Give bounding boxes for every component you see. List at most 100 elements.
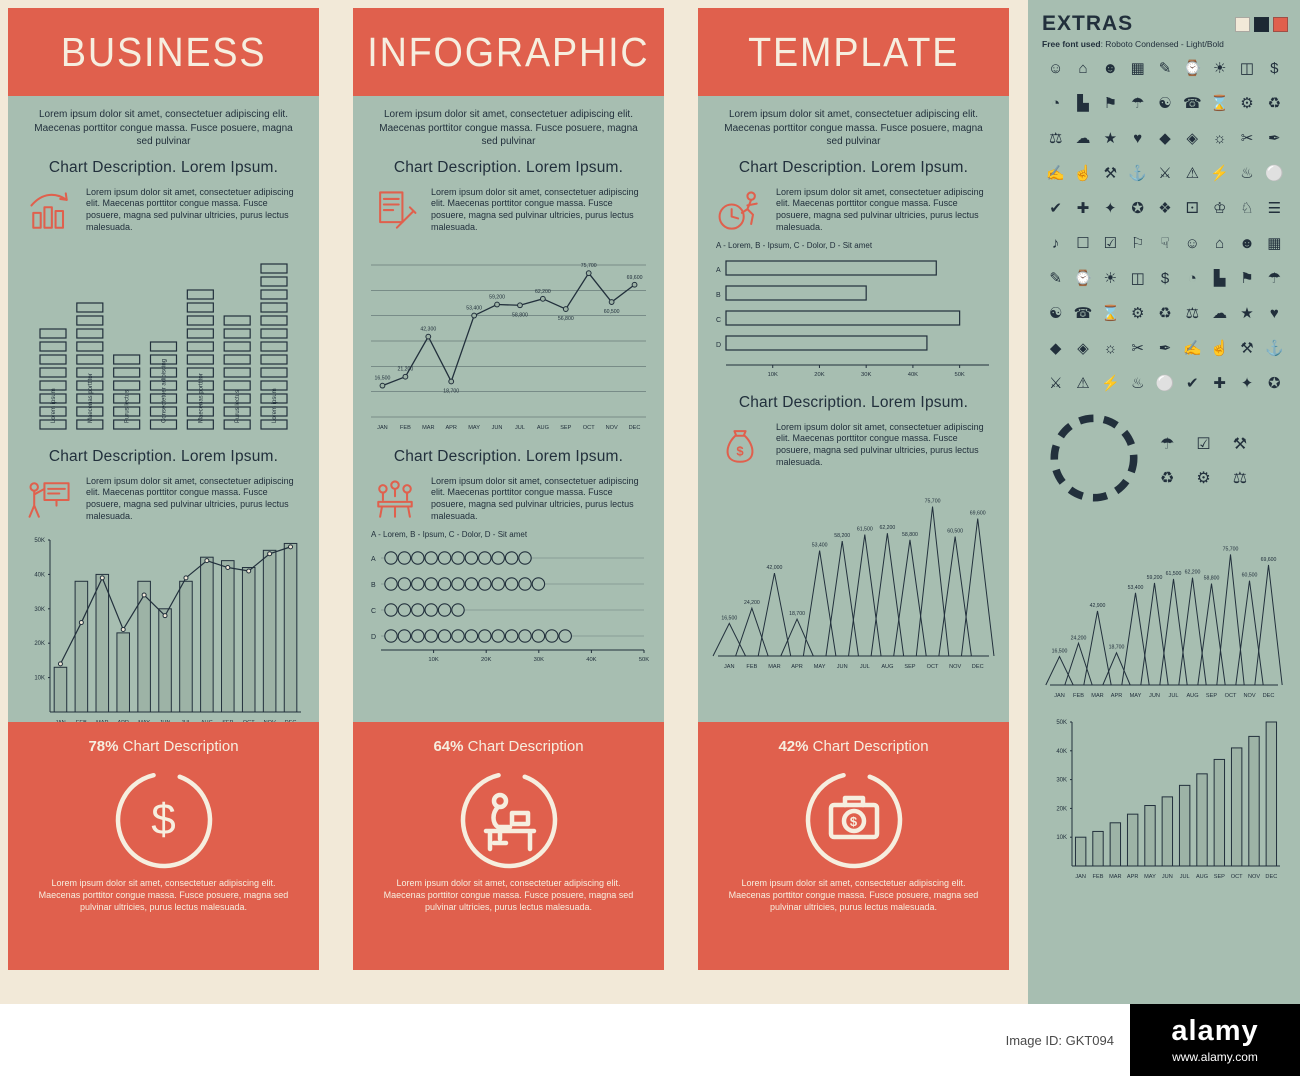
footer-text: Lorem ipsum dolor sit amet, consectetuer… (383, 878, 634, 913)
finance-icon: ⚔ (1048, 375, 1063, 392)
dot-matrix-chart: A - Lorem, B - Ipsum, C - Dolor, D - Sit… (365, 530, 652, 673)
svg-text:MAR: MAR (422, 425, 434, 431)
handshake-icon: ✂ (1240, 130, 1254, 147)
svg-text:AUG: AUG (1196, 874, 1208, 880)
svg-text:Consectetuer adipiscing: Consectetuer adipiscing (162, 358, 168, 422)
user-umbrella-icon: ☂ (1130, 95, 1145, 112)
list-check-icon: ☑ (1196, 435, 1211, 453)
award-icon: ♔ (1212, 200, 1227, 217)
document-pen-icon (369, 185, 421, 237)
percent-value: 64% (433, 738, 464, 755)
contact-icon: ☎ (1182, 95, 1202, 112)
svg-text:40K: 40K (1056, 749, 1067, 755)
mind-money-icon: ◔ (1051, 95, 1061, 112)
extras-title: EXTRAS (1042, 12, 1134, 35)
worker-icon: ⚒ (1232, 435, 1248, 453)
growth-chart-icon (24, 185, 76, 237)
alamy-url: www.alamy.com (1172, 1049, 1258, 1064)
bubble-chart-icon: ❖ (1158, 200, 1172, 217)
svg-text:56,800: 56,800 (558, 316, 574, 322)
svg-text:62,200: 62,200 (879, 525, 895, 531)
svg-text:40K: 40K (34, 572, 45, 578)
safe-icon: ⚓ (1264, 340, 1284, 357)
svg-text:16,500: 16,500 (721, 615, 737, 621)
panel-intro: Lorem ipsum dolor sit amet, consectetuer… (34, 109, 293, 147)
head-gear-icon: ⌛ (1210, 95, 1229, 112)
svg-text:30K: 30K (34, 606, 45, 612)
section-block: Lorem ipsum dolor sit amet, consectetuer… (353, 472, 664, 526)
svg-text:75,700: 75,700 (1223, 546, 1239, 552)
recycle-icon: ✍ (1182, 340, 1202, 357)
panel-footer: 64% Chart Description Lorem ipsum dolor … (353, 722, 664, 970)
wallet-icon: ✎ (1049, 270, 1062, 287)
svg-text:58,200: 58,200 (834, 533, 850, 539)
percent-label: Chart Description (122, 738, 239, 755)
chart-legend: A - Lorem, B - Ipsum, C - Dolor, D - Sit… (716, 240, 873, 250)
alamy-logo: alamy (1171, 1014, 1259, 1047)
svg-text:69,600: 69,600 (970, 510, 986, 516)
coin-flow-icon: ♨ (1240, 165, 1254, 182)
panel-business: BUSINESS Lorem ipsum dolor sit amet, con… (8, 8, 319, 970)
svg-text:APR: APR (791, 664, 803, 670)
svg-text:Maecenas porttitor: Maecenas porttitor (198, 373, 204, 423)
svg-text:59,200: 59,200 (1147, 575, 1163, 581)
projector-icon: ◔ (1187, 270, 1197, 287)
svg-text:20K: 20K (814, 372, 824, 378)
extras-peaks-chart: 16,500 JAN 24,200 FEB 42,900 MAR 18,700 APR 53,4… (1042, 525, 1288, 706)
cloud-storage-icon: ✪ (1268, 375, 1281, 392)
section-heading: Chart Description. Lorem Ipsum. (738, 158, 969, 176)
svg-text:75,700: 75,700 (925, 498, 941, 504)
podium-chart-icon: ▙ (1077, 95, 1089, 112)
cloud-icon: ☁ (1075, 130, 1091, 147)
checklist-icon: ✦ (1240, 375, 1254, 392)
world-money-icon: ✒ (1268, 130, 1281, 147)
svg-text:69,600: 69,600 (627, 274, 643, 280)
section-heading: Chart Description. Lorem Ipsum. (393, 158, 624, 176)
board-dollar-icon: ☎ (1073, 305, 1093, 322)
signpost-icon: ⚒ (1240, 340, 1254, 357)
svg-text:16,500: 16,500 (1052, 649, 1068, 655)
speaker-dollar-icon: $ (1160, 270, 1170, 287)
section-text: Lorem ipsum dolor sit amet, consectetuer… (86, 475, 294, 522)
shield-icon: ♪ (1051, 235, 1060, 252)
target-icon: ⚠ (1185, 165, 1200, 182)
businessman-icon: ♥ (1133, 130, 1143, 147)
svg-text:MAY: MAY (814, 664, 826, 670)
svg-text:DEC: DEC (1265, 874, 1277, 880)
alarm-icon: ✔ (1049, 200, 1062, 217)
monthly-bar-chart: 10K20K30K40K50KJANFEBMARAPRMAYJUNJULAUGS… (20, 530, 307, 733)
dollar-target-icon: ◆ (1049, 340, 1062, 357)
section-heading: Chart Description. Lorem Ipsum. (393, 447, 624, 465)
svg-text:69,600: 69,600 (1261, 557, 1277, 563)
scales-icon: ⚖ (1232, 469, 1248, 487)
panel-infographic: INFOGRAPHIC Lorem ipsum dolor sit amet, … (353, 8, 664, 970)
extras-side-icons: ☂ ☑ ⚒ ♻ ⚙ ⚖ (1160, 434, 1247, 488)
svg-text:53,400: 53,400 (1128, 585, 1144, 591)
svg-text:40K: 40K (586, 657, 596, 663)
svg-text:JUL: JUL (1169, 693, 1179, 699)
lamp-post-icon: ✒ (1158, 340, 1172, 357)
svg-text:NOV: NOV (1248, 874, 1260, 880)
font-note: Free font used: Roboto Condensed - Light… (1042, 39, 1288, 49)
svg-text:Purus lectus: Purus lectus (125, 389, 131, 422)
coworkers-icon: ✚ (1076, 200, 1090, 217)
svg-text:58,800: 58,800 (1204, 576, 1220, 582)
svg-text:30K: 30K (861, 372, 871, 378)
svg-text:58,800: 58,800 (902, 531, 918, 537)
section-heading: Chart Description. Lorem Ipsum. (48, 447, 279, 465)
user-settings-icon: ⚑ (1240, 270, 1254, 287)
svg-text:18,700: 18,700 (443, 388, 459, 394)
svg-text:24,200: 24,200 (744, 600, 760, 606)
line-chart: 16,500 JAN 21,200 FEB 42,300 MAR 18,700 APR 53,4… (365, 241, 652, 438)
svg-text:53,400: 53,400 (812, 542, 828, 548)
heart-icon: ✪ (1131, 200, 1144, 217)
svg-text:62,200: 62,200 (1185, 570, 1201, 576)
panel-title: INFOGRAPHIC (367, 28, 650, 75)
dollar-glyph: $ (849, 813, 858, 829)
shield-star-icon: ☂ (1267, 270, 1282, 287)
svg-text:FEB: FEB (1093, 874, 1104, 880)
svg-text:16,500: 16,500 (375, 375, 391, 381)
svg-text:AUG: AUG (537, 425, 549, 431)
section-block: Lorem ipsum dolor sit amet, consectetuer… (698, 183, 1009, 237)
svg-text:APR: APR (1111, 693, 1123, 699)
